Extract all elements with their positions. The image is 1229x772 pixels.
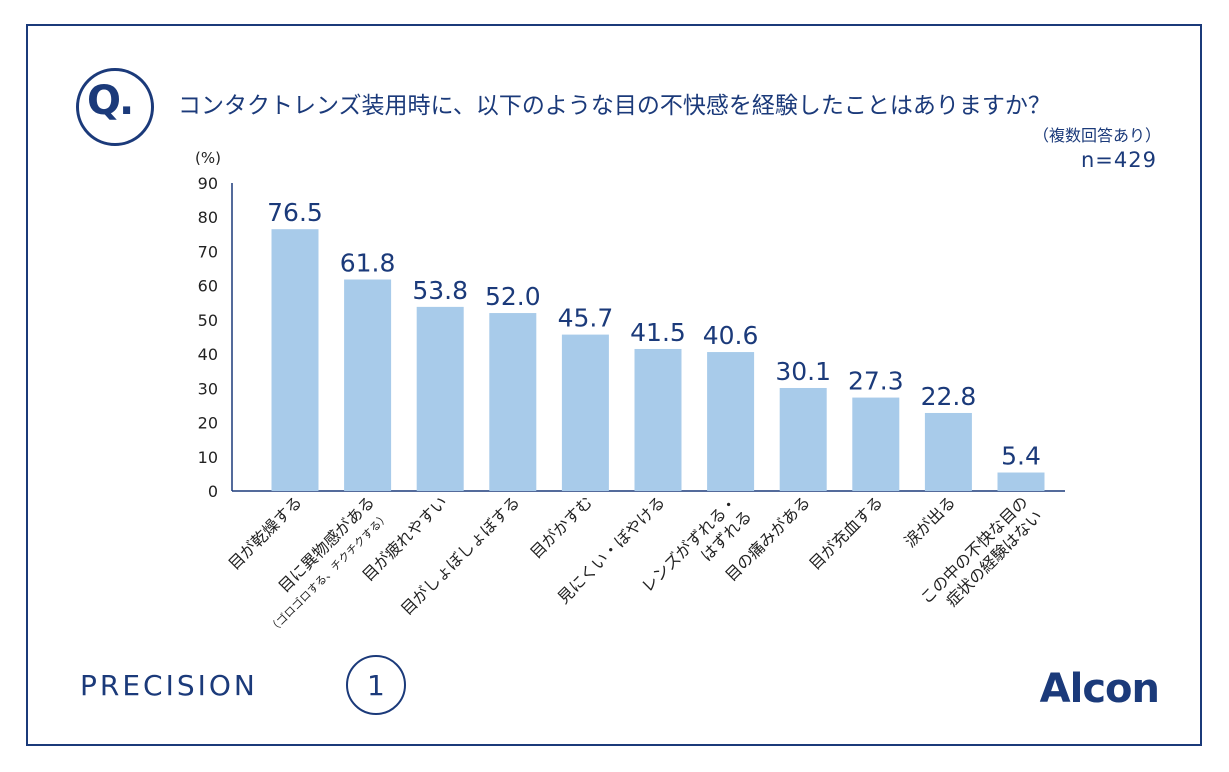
x-category-label: 涙が出る bbox=[901, 492, 960, 551]
bar bbox=[561, 334, 609, 491]
bar-value-label: 5.4 bbox=[1001, 442, 1041, 471]
y-tick-label: 20 bbox=[198, 414, 218, 433]
bar-value-label: 22.8 bbox=[921, 382, 977, 411]
question-badge-label: Q. bbox=[87, 78, 134, 124]
sample-size: n=429 bbox=[1081, 148, 1157, 172]
x-category-label: 目が乾燥する bbox=[225, 492, 306, 573]
x-category-label: 目がかすむ bbox=[526, 492, 596, 562]
y-tick-label: 80 bbox=[198, 208, 218, 227]
bar bbox=[416, 306, 464, 491]
x-category-label: 目が充血する bbox=[805, 492, 886, 573]
x-category-label-group: 目がしょぼしょぼする bbox=[397, 492, 524, 619]
bar bbox=[634, 348, 682, 491]
x-category-label-group: 目がかすむ bbox=[526, 492, 596, 562]
bar-value-label: 40.6 bbox=[703, 321, 759, 350]
bar bbox=[779, 387, 827, 491]
bar bbox=[924, 412, 972, 491]
bar-value-label: 61.8 bbox=[340, 249, 396, 278]
x-category-label-group: 涙が出る bbox=[901, 492, 960, 551]
alcon-logo: Alcon bbox=[1039, 666, 1160, 712]
bar-value-label: 52.0 bbox=[485, 282, 541, 311]
y-tick-label: 30 bbox=[198, 379, 218, 398]
bar-value-label: 53.8 bbox=[412, 276, 468, 305]
bar bbox=[997, 472, 1045, 491]
y-tick-label: 60 bbox=[198, 277, 218, 296]
bar bbox=[852, 397, 900, 491]
bar-value-label: 76.5 bbox=[267, 198, 323, 227]
y-tick-label: 40 bbox=[198, 345, 218, 364]
y-axis-unit-label: (%) bbox=[195, 149, 221, 167]
y-tick-label: 70 bbox=[198, 242, 218, 261]
x-category-label-group: 目が乾燥する bbox=[225, 492, 306, 573]
y-tick-label: 50 bbox=[198, 311, 218, 330]
y-tick-label: 0 bbox=[208, 482, 218, 501]
precision1-logo-text: PRECISION bbox=[80, 669, 258, 702]
question-badge: Q. bbox=[76, 68, 154, 146]
multiple-answers-note: （複数回答あり） bbox=[1032, 126, 1161, 145]
bar bbox=[344, 279, 392, 491]
bar-value-label: 41.5 bbox=[630, 318, 686, 347]
y-tick-label: 10 bbox=[198, 448, 218, 467]
bar bbox=[489, 313, 537, 491]
x-category-label: 目がしょぼしょぼする bbox=[397, 492, 524, 619]
precision1-logo-ring: 1 bbox=[346, 655, 406, 715]
question-title: コンタクトレンズ装用時に、以下のような目の不快感を経験したことはありますか？ bbox=[178, 93, 1051, 119]
bar bbox=[707, 352, 755, 491]
precision1-logo-number: 1 bbox=[367, 669, 385, 702]
x-category-label-group: 目が充血する bbox=[805, 492, 886, 573]
bar-value-label: 27.3 bbox=[848, 367, 904, 396]
bar-value-label: 45.7 bbox=[558, 304, 614, 333]
y-tick-label: 90 bbox=[198, 174, 218, 193]
bar-value-label: 30.1 bbox=[775, 357, 831, 386]
bar bbox=[271, 229, 319, 491]
figure-frame bbox=[26, 24, 1202, 746]
